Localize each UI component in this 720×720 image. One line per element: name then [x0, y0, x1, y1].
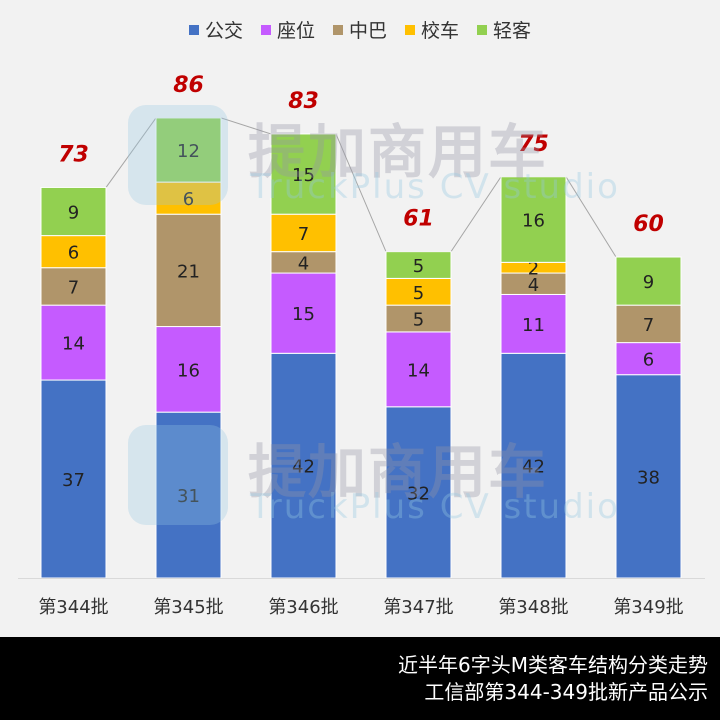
bar-segment	[155, 411, 222, 579]
data-label: 6	[643, 350, 654, 371]
category-label: 第347批	[383, 597, 453, 618]
bar-segment	[500, 293, 567, 354]
legend-swatch	[260, 24, 271, 35]
data-label: 11	[522, 315, 545, 336]
bar-segment	[155, 181, 222, 215]
bar-segment	[385, 406, 452, 579]
data-label: 14	[62, 334, 85, 355]
data-label: 15	[292, 304, 315, 325]
bar-segment	[155, 117, 222, 183]
legend-item: 公交	[188, 16, 243, 43]
bar-segment	[385, 304, 452, 333]
bar-segment	[40, 235, 107, 269]
bar-segment	[500, 352, 567, 579]
data-label: 9	[643, 272, 654, 293]
category-label: 第345批	[153, 597, 223, 618]
total-label: 86	[173, 73, 204, 98]
data-label: 2	[528, 259, 539, 280]
bar-segment	[270, 272, 337, 354]
legend-label: 校车	[421, 20, 460, 42]
legend-item: 中巴	[332, 16, 387, 43]
bar-segment	[385, 331, 452, 408]
data-label: 37	[62, 470, 85, 491]
data-label: 42	[522, 457, 545, 478]
bar-segment	[155, 326, 222, 413]
total-connector-line	[41, 117, 681, 258]
category-label: 第349批	[613, 597, 683, 618]
legend-swatch	[188, 24, 199, 35]
legend-swatch	[332, 24, 343, 35]
footer-caption: 近半年6字头M类客车结构分类走势 工信部第344-349批新产品公示	[0, 637, 720, 720]
legend-swatch	[477, 24, 488, 35]
legend-label: 公交	[204, 20, 243, 42]
bar-segment	[500, 176, 567, 263]
data-label: 38	[637, 467, 660, 488]
data-label: 14	[407, 360, 430, 381]
bar-segment	[40, 267, 107, 306]
data-label: 9	[68, 203, 79, 224]
footer-line-1: 近半年6字头M类客车结构分类走势	[398, 653, 708, 677]
data-label: 6	[183, 189, 194, 210]
data-label: 5	[413, 310, 424, 331]
data-label: 42	[292, 457, 315, 478]
footer-line-2: 工信部第344-349批新产品公示	[424, 680, 708, 704]
total-label: 75	[518, 132, 549, 157]
legend-item: 座位	[260, 16, 315, 43]
data-label: 4	[528, 275, 539, 296]
category-label: 第348批	[498, 597, 568, 618]
data-label: 16	[177, 360, 200, 381]
bar-segment	[615, 342, 682, 376]
legend-label: 座位	[276, 20, 315, 42]
total-label: 73	[58, 142, 89, 167]
data-label: 16	[522, 211, 545, 232]
data-label: 4	[298, 253, 309, 274]
data-label: 21	[177, 261, 200, 282]
bar-segment	[155, 213, 222, 328]
data-label: 31	[177, 486, 200, 507]
bar-segment	[40, 304, 107, 381]
bar-segment	[615, 374, 682, 579]
legend-label: 中巴	[348, 20, 387, 42]
stacked-bar-chart: 371476973第344批31162161286第345批4215471583…	[18, 73, 705, 618]
data-label: 6	[68, 243, 79, 264]
legend-item: 校车	[405, 16, 459, 43]
legend: 公交 座位 中巴 校车 轻客	[0, 16, 720, 43]
bar-segment	[385, 251, 452, 279]
category-label: 第346批	[268, 597, 338, 618]
bar-segment	[270, 133, 337, 215]
legend-item: 轻客	[477, 16, 531, 43]
total-label: 83	[288, 89, 319, 114]
data-label: 7	[643, 315, 654, 336]
data-label: 15	[292, 165, 315, 186]
data-label: 5	[413, 256, 424, 277]
data-label: 7	[298, 224, 309, 245]
total-label: 61	[403, 207, 434, 232]
category-label: 第344批	[38, 597, 108, 618]
total-label: 60	[633, 212, 664, 237]
data-label: 12	[177, 141, 200, 162]
bar-segment	[615, 304, 682, 344]
data-label: 5	[413, 283, 424, 304]
legend-label: 轻客	[493, 20, 532, 42]
legend-swatch	[405, 24, 415, 35]
data-label: 32	[407, 483, 430, 504]
bar-segment	[40, 186, 107, 237]
bar-segment	[385, 277, 452, 306]
bar-segment	[615, 256, 682, 306]
data-label: 7	[68, 277, 79, 298]
bar-segment	[270, 213, 337, 253]
bar-segment	[270, 352, 337, 579]
